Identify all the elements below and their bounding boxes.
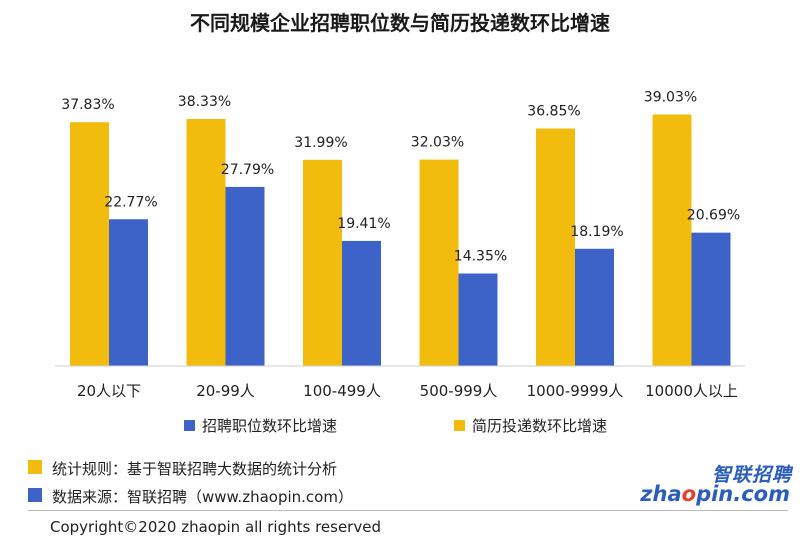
category-label-3: 500-999人	[420, 382, 498, 400]
bar-job-2	[342, 240, 381, 366]
label-resume-1: 38.33%	[178, 94, 231, 110]
bar-job-0	[109, 219, 148, 366]
chart-title: 不同规模企业招聘职位数与简历投递数环比增速	[190, 11, 610, 35]
bar-group: 37.83% 22.77% 38.33% 27.79% 31.99% 19.41% 32.0…	[61, 89, 740, 367]
logo-en-part-o: o	[681, 482, 697, 506]
legend-label-0: 招聘职位数环比增速	[202, 417, 337, 435]
label-resume-5: 39.03%	[644, 89, 697, 105]
logo-cn-text: 智联招聘	[711, 464, 792, 486]
logo-en-part-a: zha	[640, 482, 682, 506]
bar-resume-4	[536, 128, 575, 366]
note-marker-yellow	[28, 460, 42, 474]
bar-job-1	[225, 186, 265, 366]
bar-job-5	[691, 232, 731, 366]
logo-en-text: zhaopin.com	[640, 482, 790, 506]
legend-swatch-0	[184, 420, 195, 431]
bar-resume-0	[70, 122, 109, 366]
copyright-text: Copyright©2020 zhaopin all rights reserv…	[50, 518, 381, 536]
label-job-3: 14.35%	[454, 249, 507, 265]
note-data-source: 数据来源：智联招聘（www.zhaopin.com）	[52, 488, 353, 506]
bar-resume-3	[419, 159, 459, 366]
logo-en-part-b: pin.com	[696, 482, 790, 506]
category-label-4: 1000-9999人	[527, 382, 624, 400]
label-resume-3: 32.03%	[411, 135, 464, 151]
bar-resume-5	[652, 114, 692, 367]
bar-job-3	[458, 273, 498, 366]
label-resume-2: 31.99%	[294, 135, 347, 151]
footer-divider	[28, 510, 788, 511]
note-stat-rule: 统计规则：基于智联招聘大数据的统计分析	[52, 460, 338, 478]
category-label-2: 100-499人	[303, 382, 381, 400]
label-job-5: 20.69%	[687, 208, 740, 224]
label-job-1: 27.79%	[221, 162, 274, 178]
label-job-4: 18.19%	[570, 224, 623, 240]
legend: 招聘职位数环比增速 简历投递数环比增速	[184, 417, 607, 435]
footer: 统计规则：基于智联招聘大数据的统计分析 数据来源：智联招聘（www.zhaopi…	[0, 448, 800, 536]
label-resume-4: 36.85%	[527, 104, 580, 120]
bar-resume-2	[303, 159, 342, 366]
legend-label-1: 简历投递数环比增速	[472, 417, 607, 435]
category-label-1: 20-99人	[196, 382, 255, 400]
bar-chart: 不同规模企业招聘职位数与简历投递数环比增速 37.83% 22.77% 38.33%…	[55, 11, 745, 435]
category-label-5: 10000人以上	[645, 382, 738, 400]
zhaopin-logo: 智联招聘 zhaopin.com	[632, 460, 792, 508]
note-marker-blue	[28, 488, 42, 502]
legend-swatch-1	[454, 420, 465, 431]
label-job-0: 22.77%	[104, 194, 157, 210]
category-labels: 20人以下 20-99人 100-499人 500-999人 1000-9999人 100…	[77, 382, 738, 400]
bar-job-4	[575, 248, 614, 366]
label-resume-0: 37.83%	[61, 97, 114, 113]
category-label-0: 20人以下	[77, 382, 141, 400]
label-job-2: 19.41%	[337, 216, 390, 232]
bar-resume-1	[186, 118, 226, 367]
